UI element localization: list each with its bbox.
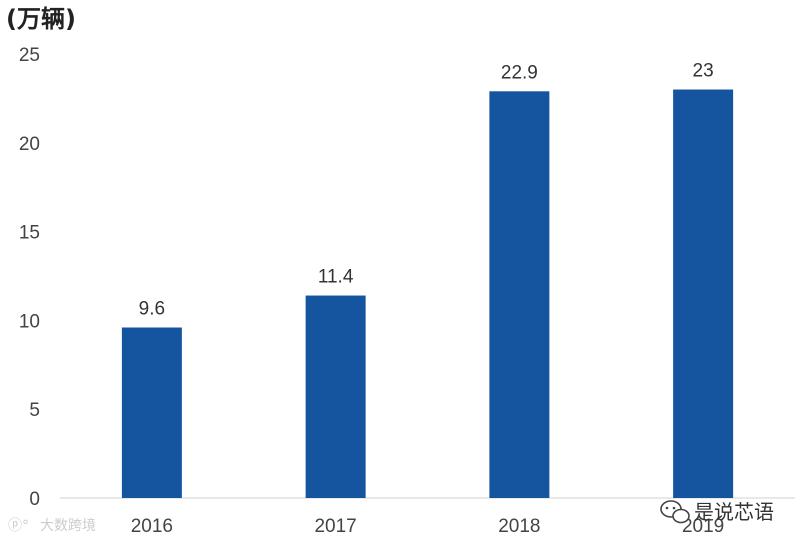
value-label-2018: 22.9 <box>501 62 538 83</box>
y-tick-label: 0 <box>29 489 40 510</box>
category-label-2019: 2019 <box>682 516 724 537</box>
wechat-icon <box>660 500 690 524</box>
bar-2017 <box>305 295 366 498</box>
category-label-2018: 2018 <box>498 516 540 537</box>
bars-group <box>121 89 734 499</box>
value-label-2016: 9.6 <box>139 299 165 320</box>
watermark-right-text: 是说芯语 <box>694 500 774 524</box>
category-labels-group: 2016 2017 2018 2019 <box>131 516 725 537</box>
y-tick-label: 15 <box>19 223 40 244</box>
watermark-left: ⓟ° 大数跨境 <box>8 518 96 534</box>
y-axis-unit-label: (万辆) <box>6 5 76 33</box>
watermark-left-logo: ⓟ° <box>8 518 29 534</box>
y-tick-label: 5 <box>29 400 40 421</box>
value-labels-group: 9.6 11.4 22.9 23 <box>139 61 714 320</box>
bar-2018 <box>489 91 550 499</box>
y-tick-label: 25 <box>19 45 40 66</box>
bar-2016 <box>121 327 182 498</box>
category-label-2016: 2016 <box>131 516 173 537</box>
value-label-2019: 23 <box>693 61 714 82</box>
watermark-right: 是说芯语 <box>660 500 774 524</box>
bar-2019 <box>673 89 734 499</box>
y-tick-label: 10 <box>19 311 40 332</box>
watermark-left-text: 大数跨境 <box>40 518 96 534</box>
y-axis-ticks: 0 5 10 15 20 25 <box>19 45 40 510</box>
category-label-2017: 2017 <box>314 516 356 537</box>
y-tick-label: 20 <box>19 134 40 155</box>
value-label-2017: 11.4 <box>318 267 354 288</box>
